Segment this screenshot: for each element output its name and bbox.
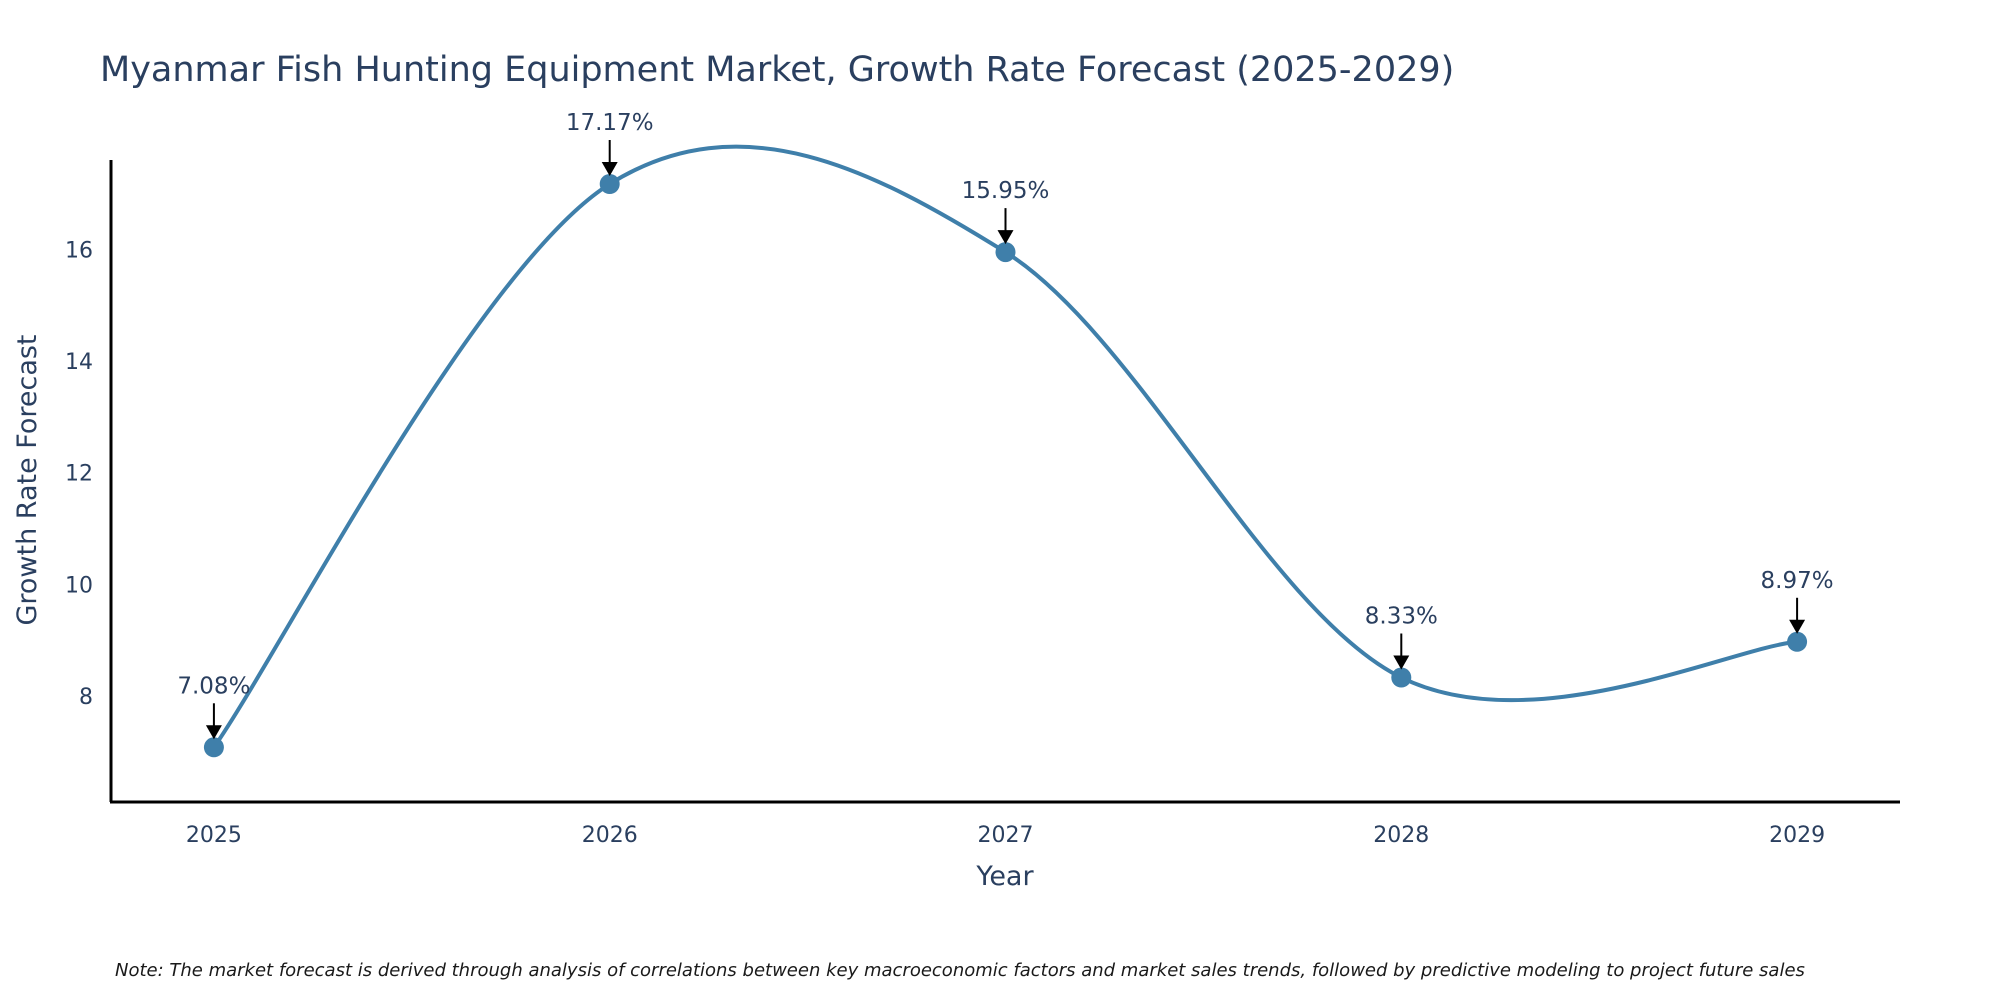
x-tick-label: 2029 bbox=[1769, 823, 1825, 848]
data-point[interactable] bbox=[203, 737, 224, 758]
annotation-arrow-head bbox=[601, 162, 618, 177]
x-tick-label: 2028 bbox=[1373, 823, 1429, 848]
annotation-arrow-head bbox=[1393, 655, 1410, 670]
data-label: 8.33% bbox=[1365, 604, 1438, 630]
annotation-arrow-head bbox=[997, 230, 1014, 245]
y-tick-label: 10 bbox=[65, 573, 93, 598]
x-tick-label: 2027 bbox=[978, 823, 1034, 848]
y-tick-label: 8 bbox=[79, 685, 93, 710]
series-line bbox=[211, 144, 1800, 750]
data-point[interactable] bbox=[1391, 667, 1412, 688]
x-tick-label: 2026 bbox=[582, 823, 638, 848]
y-tick-label: 12 bbox=[65, 462, 93, 487]
data-label: 17.17% bbox=[566, 110, 654, 136]
data-label: 15.95% bbox=[962, 178, 1050, 204]
data-point[interactable] bbox=[995, 242, 1016, 263]
y-tick-label: 16 bbox=[65, 238, 93, 263]
data-point[interactable] bbox=[1787, 631, 1808, 652]
data-label: 8.97% bbox=[1761, 568, 1834, 594]
data-point[interactable] bbox=[599, 174, 620, 195]
chart-title: Myanmar Fish Hunting Equipment Market, G… bbox=[100, 50, 1454, 90]
data-label: 7.08% bbox=[177, 673, 250, 699]
y-tick-label: 14 bbox=[65, 350, 93, 375]
plot-area: 8 10 12 14 16 2025 2026 2027 2028 2029 7.08% 17.17%… bbox=[65, 110, 1834, 848]
footnote: Note: The market forecast is derived thr… bbox=[115, 960, 1805, 981]
y-axis-title: Growth Rate Forecast bbox=[12, 334, 43, 625]
x-tick-label: 2025 bbox=[186, 823, 242, 848]
annotation-arrow-head bbox=[205, 725, 222, 740]
annotation-arrow-head bbox=[1789, 619, 1806, 634]
x-axis-title: Year bbox=[975, 861, 1034, 892]
